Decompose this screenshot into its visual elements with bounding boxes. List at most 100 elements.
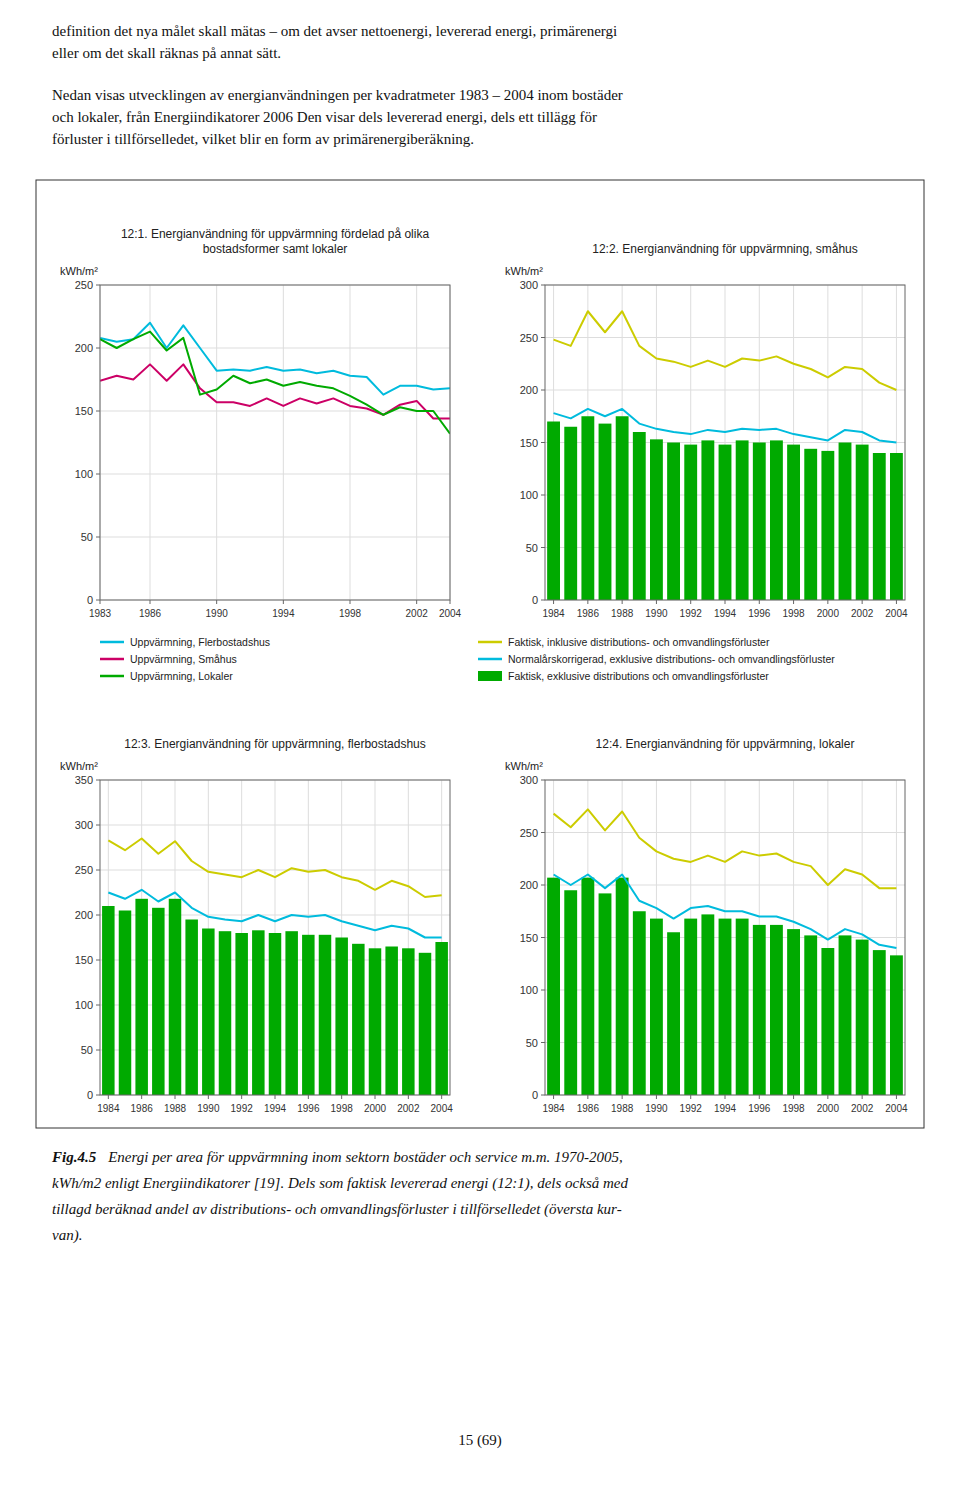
bar (581, 416, 594, 600)
x-tick-label: 1990 (197, 1103, 220, 1114)
y-tick-label: 300 (520, 279, 538, 291)
bar (719, 445, 732, 600)
bar (102, 906, 115, 1095)
x-tick (275, 1095, 276, 1099)
caption-line: tillagd beräknad andel av distributions-… (52, 1201, 622, 1218)
bar (890, 955, 903, 1095)
x-tick (108, 1095, 109, 1099)
y-tick-label: 350 (75, 774, 93, 786)
line (100, 364, 450, 418)
x-tick (725, 600, 726, 604)
x-tick (759, 1095, 760, 1099)
bar (419, 953, 432, 1095)
x-tick-label: 1984 (97, 1103, 120, 1114)
y-tick-label: 150 (75, 954, 93, 966)
y-tick-label: 100 (520, 489, 538, 501)
bar (787, 929, 800, 1095)
bar (821, 948, 834, 1095)
x-tick-label: 1984 (542, 608, 565, 619)
x-tick-label: 2004 (439, 608, 462, 619)
x-tick-label: 1998 (782, 608, 805, 619)
y-tick-label: 200 (75, 342, 93, 354)
grid-line-x (350, 285, 351, 600)
x-tick-label: 1990 (206, 608, 229, 619)
x-tick (283, 600, 284, 604)
x-tick (827, 1095, 828, 1099)
y-tick-label: 250 (75, 864, 93, 876)
chart: 12:1. Energianvändning för uppvärmning f… (60, 227, 462, 682)
y-tick-label: 250 (75, 279, 93, 291)
y-axis-label: kWh/m² (505, 760, 543, 772)
background (0, 0, 960, 1488)
bar (119, 911, 132, 1096)
plot-frame (100, 780, 450, 1095)
x-tick (441, 1095, 442, 1099)
x-tick (622, 600, 623, 604)
y-tick-label: 300 (520, 774, 538, 786)
y-tick-label: 100 (520, 984, 538, 996)
x-tick-label: 1996 (748, 1103, 771, 1114)
plot-area (100, 323, 450, 434)
x-tick-label: 1998 (782, 1103, 805, 1114)
bar (667, 932, 680, 1095)
bar (252, 930, 264, 1095)
x-tick (862, 600, 863, 604)
x-tick (150, 600, 151, 604)
legend-entry: Uppvärmning, Småhus (130, 653, 237, 665)
x-tick-label: 1988 (164, 1103, 187, 1114)
x-tick (827, 600, 828, 604)
x-tick (725, 1095, 726, 1099)
page: definition det nya målet skall mätas – o… (0, 0, 960, 1488)
y-tick (96, 1005, 100, 1006)
x-tick (375, 1095, 376, 1099)
grid-line-y (100, 348, 450, 349)
plot-area (547, 311, 903, 600)
y-tick (541, 832, 545, 833)
x-tick (622, 1095, 623, 1099)
legend: Uppvärmning, FlerbostadshusUppvärmning, … (100, 636, 270, 682)
bar (616, 878, 629, 1095)
x-tick-label: 2002 (397, 1103, 420, 1114)
x-tick (175, 1095, 176, 1099)
paragraph-text: Nedan visas utvecklingen av energianvänd… (52, 87, 623, 103)
bar (701, 440, 714, 600)
x-tick-label: 1996 (297, 1103, 320, 1114)
y-tick (96, 780, 100, 781)
bar (753, 443, 766, 601)
y-tick-label: 300 (75, 819, 93, 831)
page-number: 15 (69) (458, 1432, 502, 1449)
bar (435, 942, 448, 1095)
y-tick (541, 442, 545, 443)
bar (856, 940, 869, 1095)
x-tick (690, 1095, 691, 1099)
x-tick (862, 1095, 863, 1099)
grid-line-y (100, 474, 450, 475)
y-tick-label: 150 (520, 932, 538, 944)
chart: 12:4. Energianvändning för uppvärmning, … (505, 737, 908, 1114)
y-tick-label: 100 (75, 468, 93, 480)
caption-line: Energi per area för uppvärmning inom sek… (107, 1149, 623, 1165)
y-tick-label: 0 (532, 594, 538, 606)
x-tick (656, 600, 657, 604)
y-tick-label: 100 (75, 999, 93, 1011)
x-tick-label: 1994 (264, 1103, 287, 1114)
x-tick-label: 2002 (851, 1103, 874, 1114)
x-tick (141, 1095, 142, 1099)
legend: Faktisk, inklusive distributions- och om… (478, 636, 835, 682)
grid (100, 285, 450, 600)
legend-entry: Faktisk, exklusive distributions och omv… (508, 670, 769, 682)
y-tick (541, 780, 545, 781)
x-tick (896, 1095, 897, 1099)
x-tick-label: 1990 (645, 1103, 668, 1114)
paragraph-text: och lokaler, från Energiindikatorer 2006… (52, 109, 597, 125)
chart-title-line: bostadsformer samt lokaler (203, 242, 348, 256)
plot-frame (100, 285, 450, 600)
bar (319, 935, 332, 1095)
bar (219, 931, 232, 1095)
legend-swatch (100, 675, 124, 678)
line (554, 409, 897, 443)
bar (599, 424, 612, 600)
x-tick-label: 1992 (231, 1103, 254, 1114)
x-tick-label: 1990 (645, 608, 668, 619)
bar (599, 893, 612, 1095)
